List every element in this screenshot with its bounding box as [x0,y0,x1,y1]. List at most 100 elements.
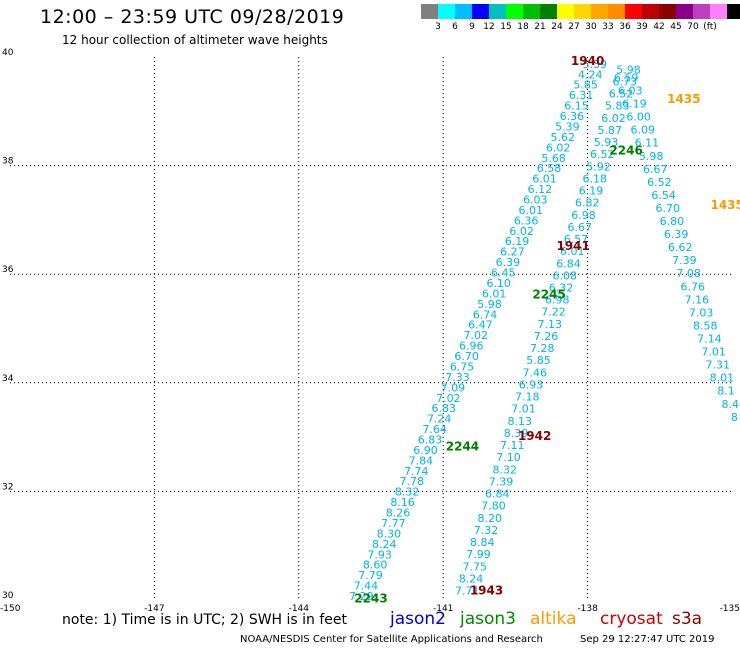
track-c-value: 7.39 [672,254,697,267]
track-b-value: 8.13 [508,415,533,428]
track-b-value: 6.98 [545,294,570,307]
wave-height-tracks: 5.394.245.856.316.156.365.395.626.025.68… [349,58,739,603]
legend-swatch [591,4,608,19]
track-a-value: 7.02 [436,392,461,405]
lat-tick-label: 40 [2,48,14,58]
track-a-value: 8.26 [386,507,411,520]
pass-time-label: 2245 [532,288,565,302]
legend-swatch [574,4,591,19]
track-a-value: 8.32 [395,486,420,499]
track-a-value: 7.78 [399,475,424,488]
track-b-value: 7.80 [481,500,506,513]
legend-label: 24 [551,22,563,32]
pass-time-labels: 1940 1435 2246 1435 1941 2245 1942 2244 1943 2243 [354,54,740,606]
track-a-value: 5.39 [583,58,608,71]
track-a-value: 6.31 [569,89,594,102]
legend-label: 70 [687,22,699,32]
track-a-value: 6.02 [509,225,534,238]
track-c-value: 6.03 [618,84,643,97]
track-a-value: 8.30 [377,527,402,540]
track-a-value: 7.77 [381,517,406,530]
track-a-value: 6.01 [518,204,543,217]
legend-label: 39 [636,22,648,32]
track-a-value: 8.24 [372,538,397,551]
track-a-value: 7.64 [422,423,447,436]
track-c-value: 6.52 [647,176,672,189]
track-b-value: 6.84 [556,257,581,270]
track-c-value: 6.39 [664,228,689,241]
satellite-jason2: jason2 [390,609,446,629]
legend-label: 30 [585,22,597,32]
track-a-value: 6.83 [432,402,457,415]
lat-tick-label: 36 [2,265,14,275]
track-a-value: 6.36 [514,214,539,227]
track-c-value: 5.98 [639,150,664,163]
pass-time-label: 1435 [710,198,740,212]
track-a-value: 7.09 [441,381,466,394]
track-b-value: 8.84 [470,536,495,549]
track-a-value: 6.39 [496,256,521,269]
track-a-value: 7.44 [354,580,379,593]
track-b-value: 7.22 [541,306,566,319]
track-b-value: 7.10 [496,451,521,464]
legend-label: 18 [517,22,529,32]
track-a-value: 5.39 [555,120,580,133]
satellite-s3a: s3a [672,609,703,629]
track-b-value: 7.11 [500,439,525,452]
track-a-value: 8.60 [363,559,388,572]
track-a-value: 7.93 [367,548,392,561]
track-c-value: 6.11 [635,137,660,150]
track-b-value: 6.52 [590,148,615,161]
track-c-value: 8 [731,411,738,424]
legend-label: 21 [534,22,546,32]
legend-swatch [489,4,506,19]
track-b-value: 7.18 [515,391,540,404]
track-b-value: 6.84 [485,488,510,501]
track-b-value: 6.02 [601,112,626,125]
track-a-value: 6.10 [486,277,511,290]
legend-swatch [506,4,523,19]
track-a-value: 6.45 [491,267,516,280]
satellite-jason3: jason3 [460,609,516,629]
legend-swatch [608,4,625,19]
track-b-value: 7.28 [530,342,555,355]
legend-swatch [676,4,693,19]
lon-tick-label: -144 [289,604,310,614]
legend-swatch [438,4,455,19]
track-c-value: 6.70 [656,202,681,215]
track-b-value: 8.32 [493,463,518,476]
legend-label: 9 [469,22,475,32]
track-c-value: 7.16 [685,293,710,306]
pass-time-label: 1942 [518,429,551,443]
track-a-value: 6.15 [564,100,589,113]
track-c-value: 6.00 [626,111,651,124]
axis-tick-labels: -150 -147 -144 -141 -138 -135 40 38 36 34 32 30 [0,48,740,614]
track-a-value: 5.98 [477,298,502,311]
track-c-value: 8.01 [710,372,735,385]
lon-tick-label: -138 [577,604,598,614]
track-c-value: 7.08 [676,267,701,280]
legend-label: 27 [568,22,580,32]
page-subtitle: 12 hour collection of altimeter wave hei… [62,33,328,47]
track-c-value: 6.59 [614,71,639,84]
legend-label: 36 [619,22,631,32]
track-c-value: 7.14 [697,332,722,345]
track-b-value: 6.73 [613,75,638,88]
track-b-value: 6.18 [583,172,608,185]
track-b-value: 5.87 [598,124,623,137]
track-c-value: 7.31 [705,359,730,372]
track-a-value: 6.70 [454,350,479,363]
credit-text: NOAA/NESDIS Center for Satellite Applica… [240,634,543,645]
legend-label: 42 [653,22,665,32]
track-b-value: 6.52 [609,88,634,101]
track-c-value: 6.19 [622,98,647,111]
track-c-value: 8.4 [721,398,739,411]
pass-time-label: 1940 [571,54,604,68]
track-a-value: 6.03 [523,194,548,207]
track-b-value: 7.01 [511,403,536,416]
legend-label: 3 [435,22,441,32]
track-a-value: 7.24 [427,413,452,426]
legend-swatch [642,4,659,19]
track-b-value: 5.85 [526,354,551,367]
